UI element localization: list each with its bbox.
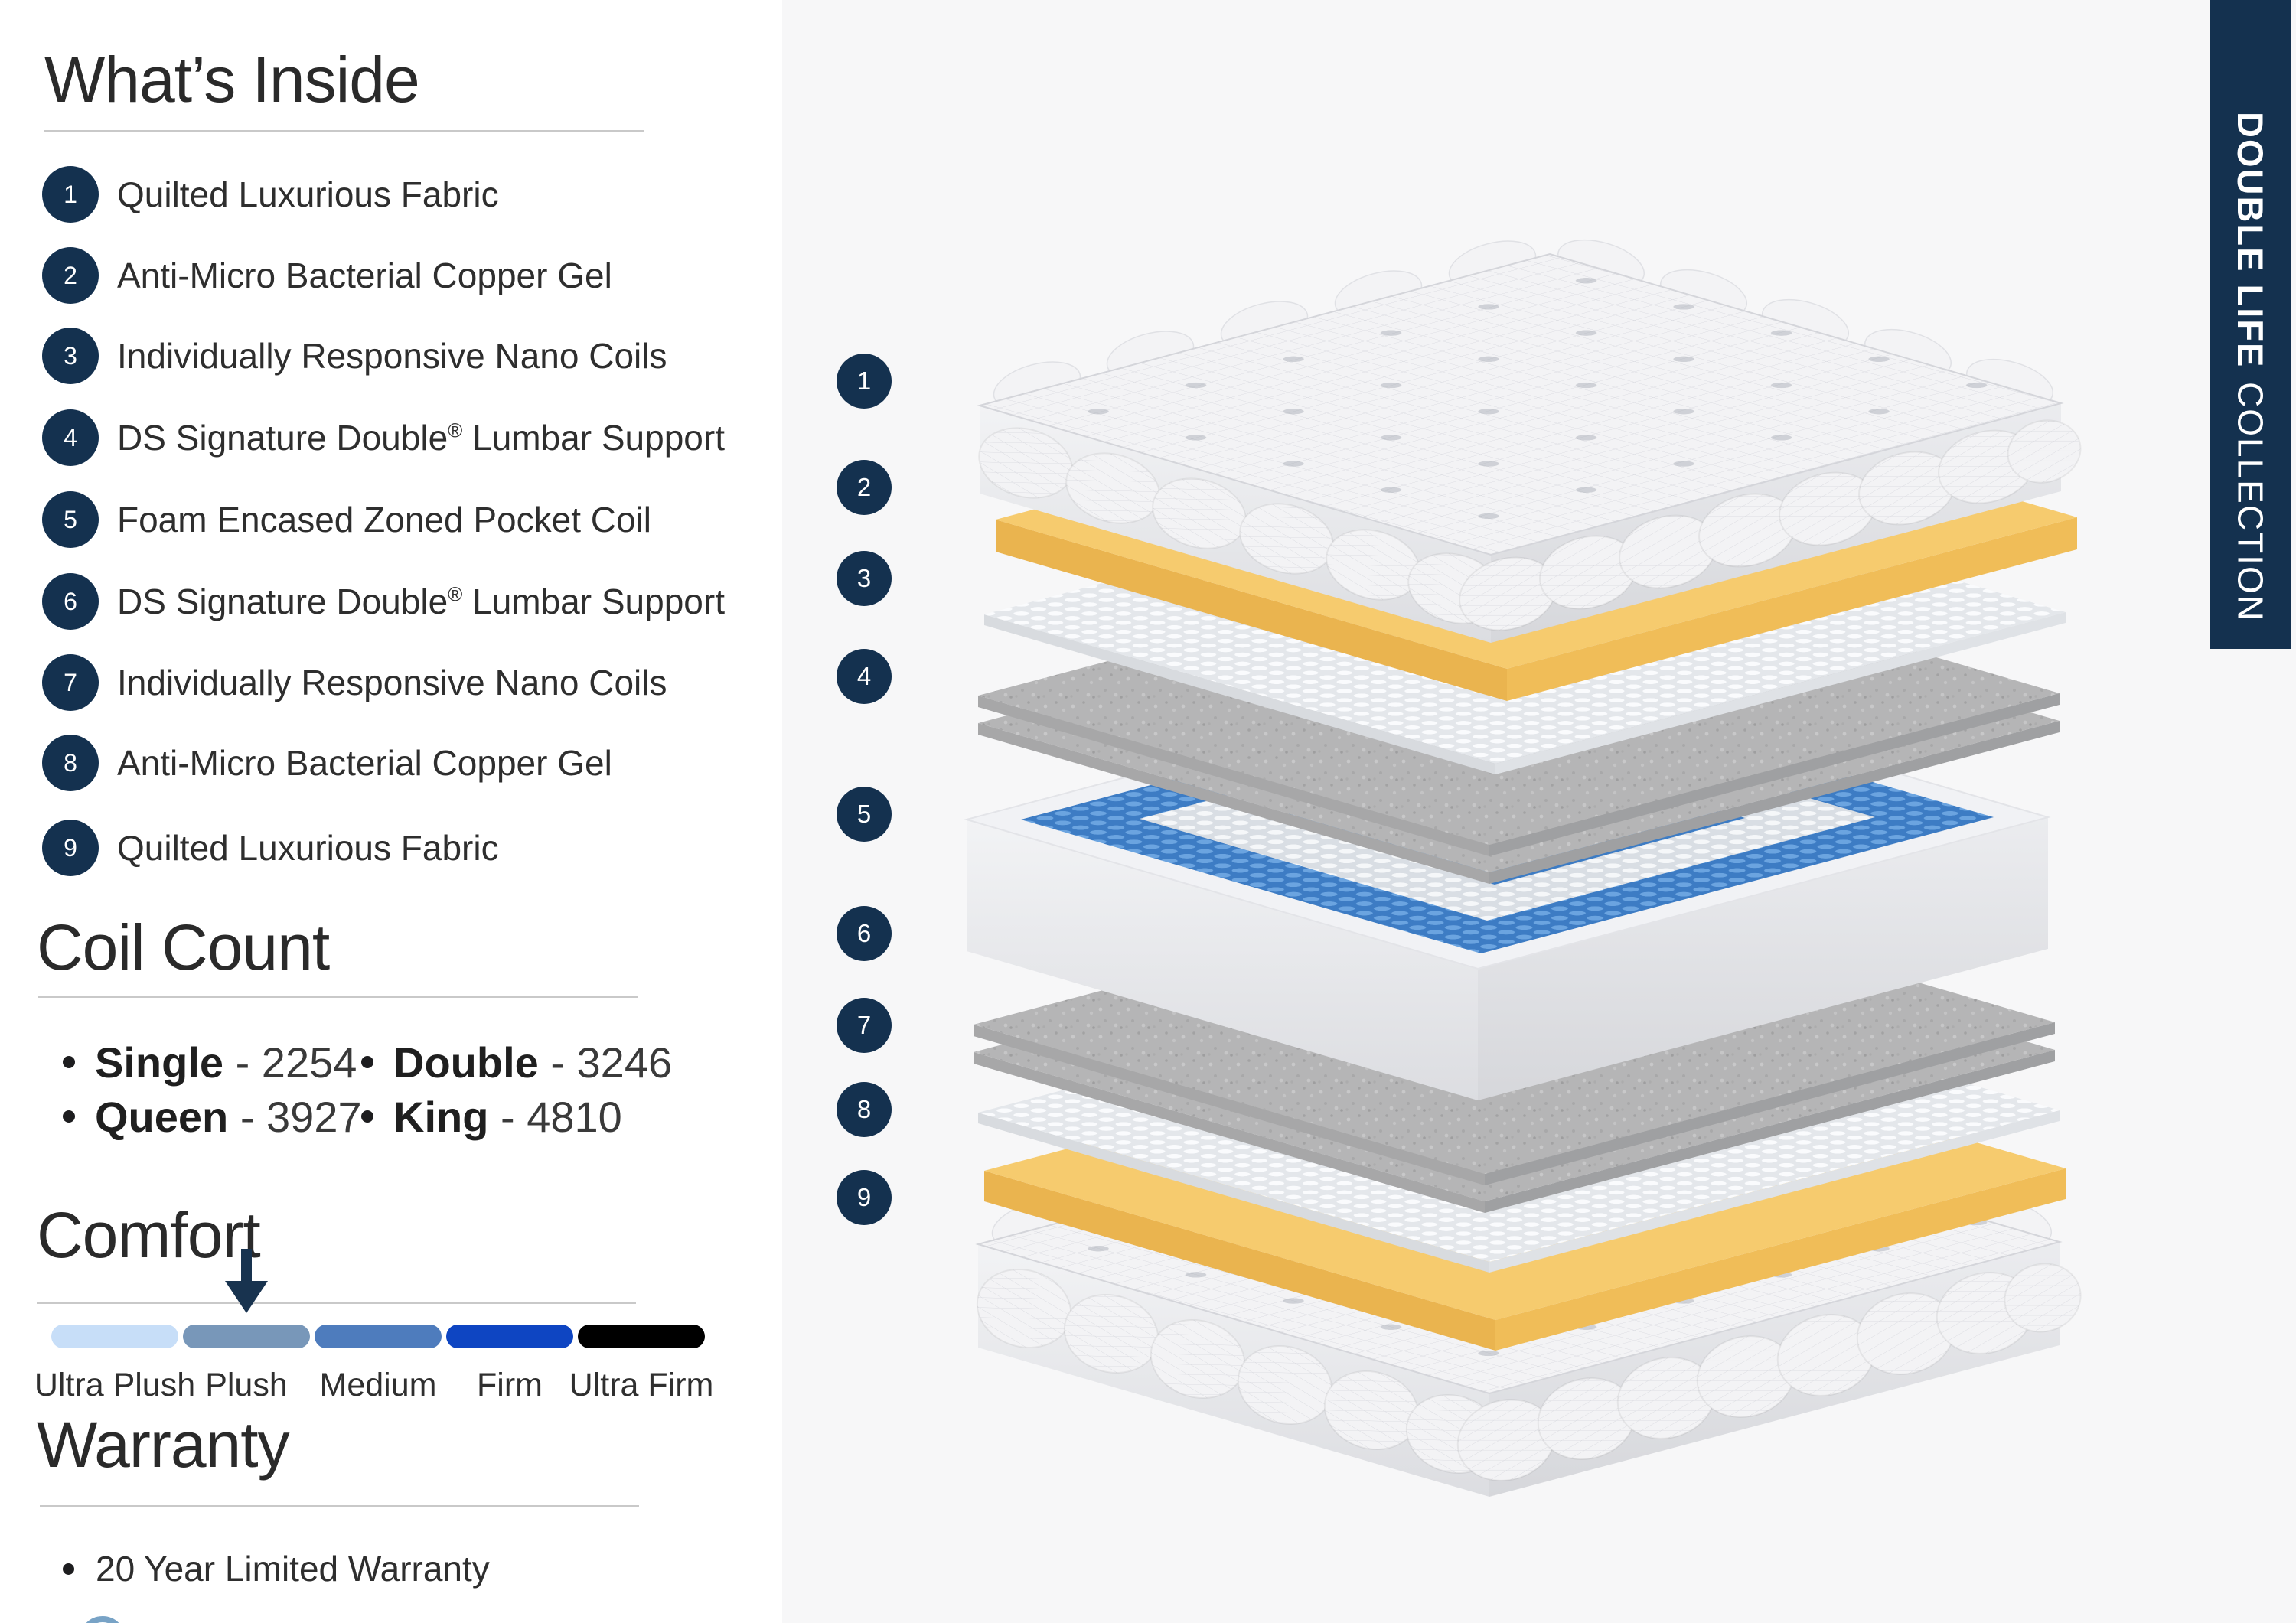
bullet-icon (361, 1110, 373, 1123)
diagram-marker-6: 6 (837, 906, 892, 961)
item-number-badge: 6 (42, 573, 99, 630)
item-label: Individually Responsive Nano Coils (117, 336, 667, 376)
diagram-marker-5: 5 (837, 787, 892, 842)
list-item-4: 4 DS Signature Double® Lumbar Support (42, 409, 725, 466)
diagram-marker-4: 4 (837, 649, 892, 704)
list-item-2: 2 Anti-Micro Bacterial Copper Gel (42, 247, 612, 304)
section-title-warranty: Warranty (37, 1409, 290, 1481)
item-label: Anti-Micro Bacterial Copper Gel (117, 743, 612, 783)
item-number-badge: 5 (42, 491, 99, 548)
item-label: Quilted Luxurious Fabric (117, 174, 499, 214)
rule-comfort (37, 1302, 636, 1304)
bullet-icon (63, 1056, 75, 1068)
item-label: Foam Encased Zoned Pocket Coil (117, 500, 652, 539)
bullet-icon (361, 1056, 373, 1068)
comfort-label-plush: Plush (205, 1367, 288, 1403)
coil-count-double: Double - 3246 (361, 1038, 672, 1087)
bullet-icon (63, 1563, 74, 1575)
diagram-marker-7: 7 (837, 998, 892, 1053)
rule-coil-count (38, 996, 638, 998)
coil-count-queen: Queen - 3927 (63, 1092, 362, 1141)
item-label: DS Signature Double® Lumbar Support (117, 582, 725, 621)
comfort-pill-ultra-firm (578, 1325, 705, 1348)
banner-title-bold: DOUBLE LIFE (2230, 112, 2271, 369)
comfort-pill-plush (183, 1325, 310, 1348)
banner-title-regular: COLLECTION (2230, 382, 2271, 623)
layer-quilted-fabric-top (977, 239, 2082, 643)
item-label: Individually Responsive Nano Coils (117, 663, 667, 702)
collection-banner: DOUBLE LIFE COLLECTION (2210, 0, 2291, 649)
item-number-badge: 8 (42, 735, 99, 791)
section-title-comfort: Comfort (37, 1199, 261, 1271)
item-label: Anti-Micro Bacterial Copper Gel (117, 256, 612, 295)
item-number-badge: 4 (42, 409, 99, 466)
comfort-label-ultra-plush: Ultra Plush (34, 1367, 196, 1403)
list-item-9: 9 Quilted Luxurious Fabric (42, 820, 499, 876)
list-item-6: 6 DS Signature Double® Lumbar Support (42, 573, 725, 630)
comfort-label-firm: Firm (477, 1367, 543, 1403)
bullet-icon (63, 1110, 75, 1123)
section-title-coil-count: Coil Count (37, 911, 330, 983)
diagram-marker-8: 8 (837, 1082, 892, 1137)
rule-whats-inside (44, 130, 644, 132)
rule-warranty (40, 1505, 639, 1507)
item-label: DS Signature Double® Lumbar Support (117, 418, 725, 458)
item-number-badge: 2 (42, 247, 99, 304)
item-label: Quilted Luxurious Fabric (117, 828, 499, 868)
coil-count-king: King - 4810 (361, 1092, 622, 1141)
list-item-8: 8 Anti-Micro Bacterial Copper Gel (42, 735, 612, 791)
diagram-marker-9: 9 (837, 1170, 892, 1225)
comfort-selected-arrow-icon (225, 1249, 268, 1313)
comfort-pill-ultra-plush (51, 1325, 178, 1348)
diagram-marker-3: 3 (837, 551, 892, 606)
list-item-7: 7 Individually Responsive Nano Coils (42, 654, 667, 711)
comfort-pill-medium (315, 1325, 442, 1348)
item-number-badge: 7 (42, 654, 99, 711)
diagram-marker-2: 2 (837, 460, 892, 515)
comfort-label-ultra-firm: Ultra Firm (569, 1367, 714, 1403)
item-number-badge: 1 (42, 166, 99, 223)
list-item-3: 3 Individually Responsive Nano Coils (42, 328, 667, 384)
coil-count-single: Single - 2254 (63, 1038, 357, 1087)
list-item-1: 1 Quilted Luxurious Fabric (42, 166, 499, 223)
comfort-pill-firm (446, 1325, 573, 1348)
list-item-5: 5 Foam Encased Zoned Pocket Coil (42, 491, 651, 548)
diagram-marker-1: 1 (837, 354, 892, 409)
item-number-badge: 3 (42, 328, 99, 384)
mattress-exploded-diagram (964, 239, 2082, 1497)
section-title-whats-inside: What’s Inside (44, 44, 420, 116)
item-number-badge: 9 (42, 820, 99, 876)
warranty-item: 20 Year Limited Warranty (63, 1546, 490, 1592)
comfort-label-medium: Medium (319, 1367, 437, 1403)
partial-logo (80, 1616, 126, 1623)
